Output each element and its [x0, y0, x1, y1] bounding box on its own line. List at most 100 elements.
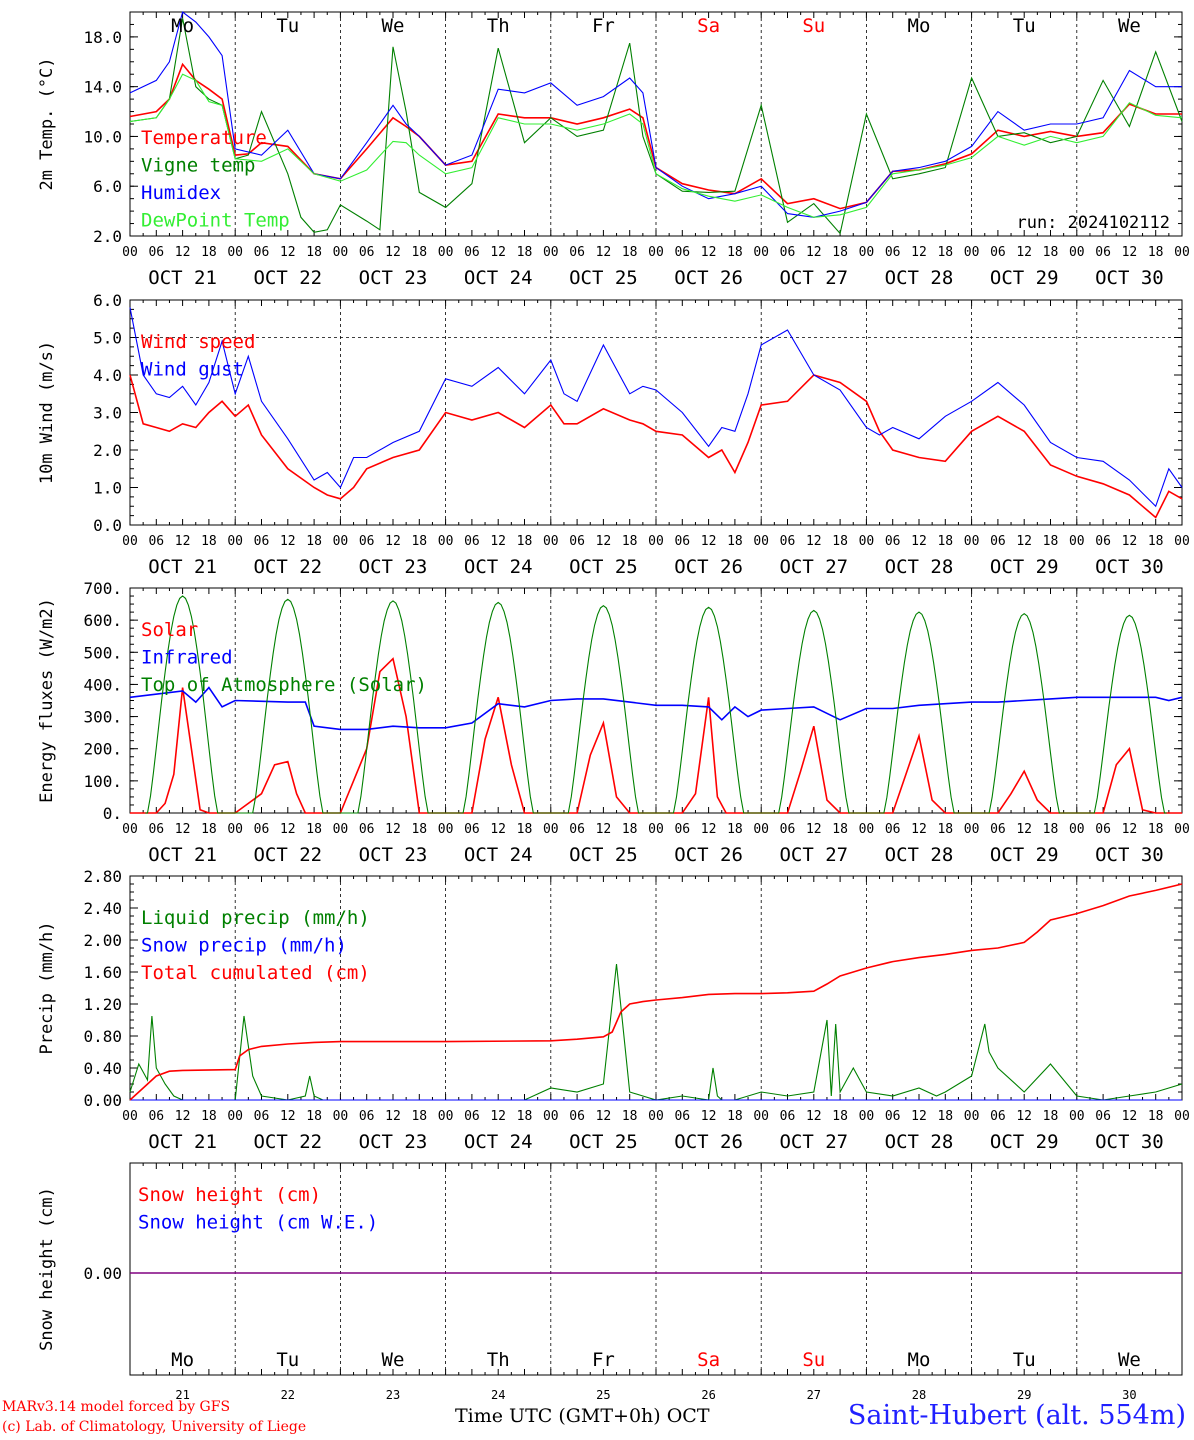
hour-tick-label: 00 [543, 822, 559, 837]
weekday-label: Mo [908, 1349, 931, 1371]
hour-tick-label: 06 [464, 245, 480, 260]
hour-tick-label: 06 [1095, 534, 1111, 549]
y-axis-label: Snow height (cm) [37, 1187, 57, 1351]
hour-tick-label: 00 [333, 1109, 349, 1124]
series-line-wind-speed [129, 374, 1183, 519]
hour-tick-label: 18 [937, 534, 953, 549]
date-label: OCT 27 [779, 1131, 848, 1153]
hour-tick-label: 18 [727, 1109, 743, 1124]
panel-2: 0.0 1.0 2.0 3.0 4.0 5.0 6.0 10m Wind (m/s) Wind … [37, 291, 1190, 578]
hour-tick-label: 12 [911, 822, 927, 837]
hour-tick-label: 00 [753, 822, 769, 837]
series-line-temperature [129, 62, 1182, 210]
y-tick-label: 500. [83, 643, 122, 662]
y-tick-label: 3.0 [93, 404, 122, 423]
weekday-label: We [1118, 1349, 1141, 1371]
y-tick-label: 2.00 [83, 931, 122, 950]
hour-tick-label: 06 [464, 1109, 480, 1124]
hour-tick-label: 18 [832, 1109, 848, 1124]
hour-tick-label: 12 [1122, 822, 1138, 837]
weekday-label: Mo [908, 15, 931, 37]
hour-tick-label: 12 [490, 822, 506, 837]
hour-tick-label: 12 [385, 1109, 401, 1124]
legend-entry: Humidex [141, 182, 221, 204]
hour-tick-label: 12 [596, 822, 612, 837]
hour-tick-label: 06 [569, 822, 585, 837]
hour-tick-label: 00 [1174, 822, 1190, 837]
date-label: OCT 24 [464, 556, 533, 578]
hour-tick-label: 18 [832, 822, 848, 837]
hour-tick-label: 12 [596, 245, 612, 260]
hour-tick-label: 00 [964, 1109, 980, 1124]
date-label: OCT 25 [569, 556, 638, 578]
hour-tick-label: 00 [543, 534, 559, 549]
hour-tick-label: 12 [280, 534, 296, 549]
hour-tick-label: 12 [596, 1109, 612, 1124]
hour-tick-label: 18 [201, 822, 217, 837]
hour-tick-label: 12 [1122, 245, 1138, 260]
hour-tick-label: 12 [1016, 245, 1032, 260]
hour-tick-label: 00 [859, 1109, 875, 1124]
station-name: Saint-Hubert (alt. 554m) [847, 1400, 1186, 1431]
hour-tick-label: 00 [964, 534, 980, 549]
date-label: OCT 26 [674, 267, 743, 289]
hour-tick-label: 06 [990, 245, 1006, 260]
hour-tick-label: 12 [280, 822, 296, 837]
hour-tick-label: 06 [254, 534, 270, 549]
hour-tick-label: 06 [1095, 1109, 1111, 1124]
y-tick-label: 0. [103, 804, 122, 823]
hour-tick-label: 18 [517, 822, 533, 837]
hour-tick-label: 18 [622, 1109, 638, 1124]
hour-tick-label: 12 [806, 245, 822, 260]
y-tick-label: 2.0 [93, 227, 122, 246]
hour-tick-label: 18 [306, 822, 322, 837]
date-label: OCT 22 [253, 844, 322, 866]
hour-tick-label: 00 [122, 534, 138, 549]
hour-tick-label: 12 [385, 822, 401, 837]
weekday-label: Tu [1013, 1349, 1036, 1371]
hour-tick-label: 00 [1069, 534, 1085, 549]
date-label: OCT 26 [674, 556, 743, 578]
hour-tick-label: 18 [306, 245, 322, 260]
hour-tick-label: 12 [490, 1109, 506, 1124]
date-label: OCT 29 [990, 1131, 1059, 1153]
date-label: OCT 22 [253, 267, 322, 289]
date-label: OCT 30 [1095, 1131, 1164, 1153]
day-number-label: 29 [1017, 1388, 1031, 1402]
date-label: OCT 28 [885, 844, 954, 866]
date-label: OCT 26 [674, 1131, 743, 1153]
hour-tick-label: 12 [280, 1109, 296, 1124]
date-label: OCT 23 [359, 844, 428, 866]
y-tick-label: 6.0 [93, 177, 122, 196]
hour-tick-label: 06 [885, 245, 901, 260]
day-number-label: 27 [807, 1388, 821, 1402]
hour-tick-label: 06 [674, 822, 690, 837]
hour-tick-label: 12 [911, 245, 927, 260]
hour-tick-label: 18 [411, 534, 427, 549]
hour-tick-label: 00 [438, 534, 454, 549]
hour-tick-label: 00 [438, 1109, 454, 1124]
hour-tick-label: 12 [701, 822, 717, 837]
hour-tick-label: 06 [990, 1109, 1006, 1124]
hour-tick-label: 18 [727, 534, 743, 549]
hour-tick-label: 00 [438, 822, 454, 837]
hour-tick-label: 00 [227, 822, 243, 837]
y-tick-label: 0.80 [83, 1027, 122, 1046]
weekday-label: Mo [171, 1349, 194, 1371]
hour-tick-label: 18 [411, 245, 427, 260]
hour-tick-label: 12 [701, 245, 717, 260]
day-number-label: 26 [701, 1388, 715, 1402]
date-label: OCT 22 [253, 556, 322, 578]
legend-entry: Total cumulated (cm) [141, 962, 370, 984]
weekday-label: Sa [697, 1349, 720, 1371]
date-label: OCT 28 [885, 1131, 954, 1153]
date-label: OCT 24 [464, 844, 533, 866]
hour-tick-label: 06 [254, 245, 270, 260]
date-label: OCT 29 [990, 556, 1059, 578]
weekday-label: Tu [276, 1349, 299, 1371]
hour-tick-label: 18 [201, 245, 217, 260]
hour-tick-label: 00 [333, 822, 349, 837]
date-label: OCT 21 [148, 1131, 217, 1153]
y-tick-label: 600. [83, 611, 122, 630]
date-label: OCT 28 [885, 556, 954, 578]
